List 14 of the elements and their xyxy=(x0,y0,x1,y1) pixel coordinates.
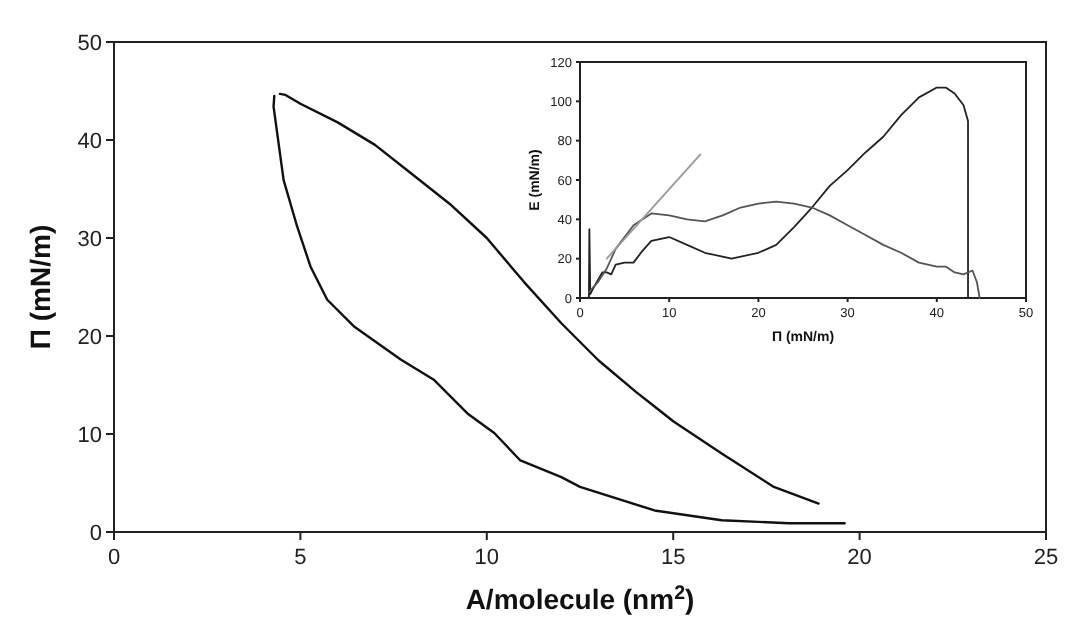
y-tick-label: 40 xyxy=(77,129,102,154)
y-axis-title: Π (mN/m) xyxy=(23,224,56,350)
y-tick-label: 0 xyxy=(89,521,102,546)
x-tick-label: 25 xyxy=(1033,546,1059,570)
x-axis-title: A/molecule (nm$^{2}$) xyxy=(465,582,695,616)
x-tick-label: 5 xyxy=(294,546,307,570)
x-tick-label: 20 xyxy=(847,546,872,570)
y-tick-label: 50 xyxy=(77,31,102,56)
y-tick-label: 10 xyxy=(77,423,102,448)
y-tick-label: 30 xyxy=(77,227,102,252)
y-tick-label: 20 xyxy=(77,325,102,350)
x-tick-label: 15 xyxy=(660,546,686,570)
x-tick-label: 0 xyxy=(107,546,121,570)
x-tick-label: 10 xyxy=(474,546,500,570)
